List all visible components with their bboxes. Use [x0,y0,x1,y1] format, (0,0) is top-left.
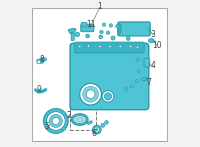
Circle shape [105,121,108,124]
Ellipse shape [148,39,154,43]
Circle shape [101,123,105,127]
Text: 11: 11 [86,20,95,29]
Text: 2: 2 [67,111,71,120]
Circle shape [109,45,111,48]
Circle shape [94,127,99,132]
Circle shape [104,93,112,100]
Text: 3: 3 [150,30,155,39]
Ellipse shape [71,114,88,125]
Text: 1: 1 [98,2,102,11]
Circle shape [126,37,130,40]
Circle shape [130,85,133,88]
Circle shape [135,80,138,83]
Polygon shape [37,58,44,64]
Circle shape [99,45,101,48]
Circle shape [116,24,119,28]
Text: 9: 9 [36,85,41,94]
Circle shape [124,88,128,91]
FancyBboxPatch shape [144,59,150,67]
Circle shape [62,127,65,130]
FancyBboxPatch shape [32,8,167,141]
Circle shape [46,112,50,115]
Circle shape [80,83,101,105]
FancyBboxPatch shape [71,33,74,41]
Text: 5: 5 [45,122,50,131]
Circle shape [111,36,115,40]
Text: 8: 8 [40,55,44,64]
FancyBboxPatch shape [75,42,144,53]
Circle shape [83,86,99,102]
Circle shape [119,45,121,48]
Circle shape [129,45,132,48]
Circle shape [136,58,139,61]
Circle shape [46,127,50,130]
Circle shape [86,34,90,38]
Circle shape [75,32,80,37]
Circle shape [96,128,98,131]
Circle shape [52,117,59,125]
Text: 4: 4 [150,61,155,70]
Ellipse shape [75,117,84,122]
Circle shape [109,24,113,27]
Circle shape [136,46,139,48]
Circle shape [46,112,65,130]
Circle shape [137,69,141,73]
FancyBboxPatch shape [81,22,87,27]
Circle shape [106,31,110,34]
Circle shape [87,45,90,47]
Circle shape [86,90,95,98]
Circle shape [100,30,103,34]
Circle shape [44,109,68,133]
Circle shape [49,115,62,127]
Ellipse shape [118,24,121,34]
FancyBboxPatch shape [42,58,46,61]
Circle shape [102,23,106,26]
Polygon shape [87,121,92,125]
Circle shape [99,35,103,39]
Polygon shape [68,28,76,33]
Text: 10: 10 [152,41,162,50]
Text: 6: 6 [91,129,96,138]
FancyBboxPatch shape [70,43,149,110]
Polygon shape [141,77,147,81]
Ellipse shape [74,116,86,123]
Circle shape [102,91,114,102]
Text: 7: 7 [146,78,151,87]
Circle shape [79,45,81,48]
Circle shape [62,112,65,115]
Circle shape [37,60,41,64]
FancyBboxPatch shape [118,22,150,36]
Circle shape [92,125,101,134]
FancyBboxPatch shape [81,24,94,32]
